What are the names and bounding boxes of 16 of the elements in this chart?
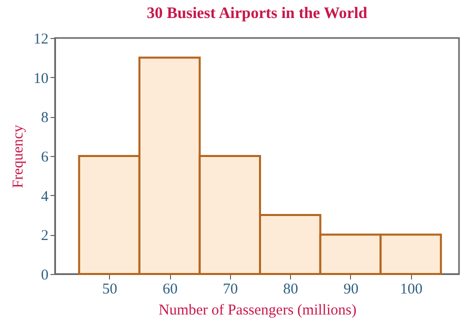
x-tick-label: 100 [400, 282, 423, 298]
x-tick-label: 80 [283, 282, 298, 298]
x-axis-title: Number of Passengers (millions) [158, 302, 356, 318]
y-axis-title: Frequency [10, 124, 26, 188]
y-tick-label: 6 [41, 150, 49, 166]
x-tick-label: 60 [162, 282, 178, 298]
chart-title: 30 Busiest Airports in the World [146, 5, 368, 22]
y-tick-label: 2 [41, 228, 48, 244]
y-tick-label: 8 [41, 110, 48, 126]
x-tick-label: 50 [102, 282, 118, 298]
y-tick-label: 0 [41, 268, 48, 284]
y-tick-label: 4 [41, 188, 49, 205]
x-tick-label: 90 [343, 282, 358, 298]
x-tick-label: 70 [222, 282, 238, 298]
y-tick-label: 12 [34, 32, 48, 48]
y-tick-label: 10 [34, 70, 48, 87]
